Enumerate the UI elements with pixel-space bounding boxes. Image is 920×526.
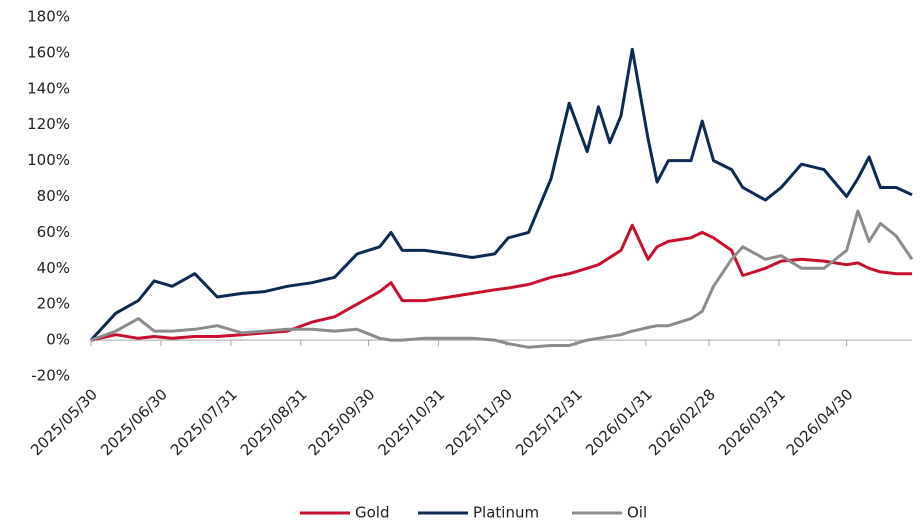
x-tick-label: 2025/10/31 xyxy=(374,385,448,459)
y-tick-label: 160% xyxy=(27,43,70,61)
series-line xyxy=(90,209,914,349)
y-tick-label: 180% xyxy=(27,8,70,26)
y-tick-label: 60% xyxy=(37,223,70,241)
y-tick-label: 20% xyxy=(37,295,70,313)
x-tick-label: 2025/08/31 xyxy=(237,385,311,459)
y-tick-label: 140% xyxy=(27,79,70,97)
y-tick-label: 80% xyxy=(37,187,70,205)
y-tick-label: 0% xyxy=(46,331,70,349)
x-tick-label: 2026/01/31 xyxy=(582,385,656,459)
x-tick-label: 2025/07/31 xyxy=(167,385,241,459)
x-tick-label: 2025/06/30 xyxy=(97,385,171,459)
x-tick-label: 2026/02/28 xyxy=(645,385,719,459)
y-tick-label: 40% xyxy=(37,259,70,277)
x-tick-label: 2026/04/30 xyxy=(783,385,857,459)
x-tick-label: 2026/03/31 xyxy=(715,385,789,459)
legend-label: Gold xyxy=(355,504,390,522)
y-tick-label: 100% xyxy=(27,151,70,169)
legend-label: Oil xyxy=(627,504,647,522)
y-tick-label: 120% xyxy=(27,115,70,133)
y-tick-label: -20% xyxy=(31,367,70,385)
series-line xyxy=(89,47,913,342)
series-line xyxy=(90,223,912,342)
x-tick-label: 2025/12/31 xyxy=(512,385,586,459)
x-tick-label: 2025/05/30 xyxy=(27,385,101,459)
legend-label: Platinum xyxy=(473,504,539,522)
x-tick-label: 2025/11/30 xyxy=(442,385,516,459)
x-tick-label: 2025/09/30 xyxy=(305,385,379,459)
